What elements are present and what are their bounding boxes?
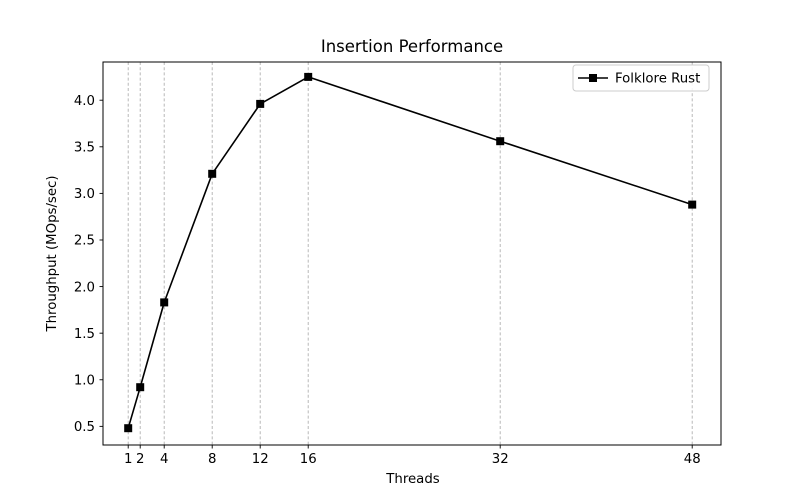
axes-frame [102,61,722,446]
x-tick-label: 8 [208,452,216,467]
y-tick-label: 4.0 [74,94,95,109]
x-tick-label: 1 [124,452,132,467]
data-point-marker [496,137,505,146]
chart-title: Insertion Performance [321,37,503,56]
x-axis-label: Threads [385,472,439,487]
x-tick-label: 16 [300,452,317,467]
x-tick-label: 2 [136,452,144,467]
series-line [127,76,693,429]
series-layer [124,72,697,433]
tick-layer: 1 2 4 8 12 16 32 480.51.01.52.02.53.03.54.0 [74,94,701,467]
data-point-marker [124,424,133,433]
legend-label: Folklore Rust [615,72,700,87]
data-point-marker [208,169,217,178]
x-tick-label: 32 [492,452,509,467]
x-tick-label: 12 [252,452,269,467]
legend: Folklore Rust [572,64,710,92]
data-point-marker [304,72,313,81]
y-tick-label: 0.5 [74,420,95,435]
y-tick-label: 1.5 [74,327,95,342]
data-point-marker [136,383,145,392]
x-tick-label: 48 [684,452,701,467]
y-tick-label: 2.0 [74,280,95,295]
legend-frame [572,64,710,92]
x-tick-label: 4 [160,452,168,467]
data-point-marker [688,200,697,209]
legend-marker-square [589,74,597,82]
data-point-marker [160,298,169,307]
y-tick-label: 1.0 [74,373,95,388]
grid-layer [127,62,693,445]
y-axis-label: Throughput (MOps/sec) [45,175,60,332]
data-point-marker [256,99,265,108]
y-tick-label: 3.0 [74,187,95,202]
y-tick-label: 3.5 [74,141,95,156]
y-tick-label: 2.5 [74,234,95,249]
